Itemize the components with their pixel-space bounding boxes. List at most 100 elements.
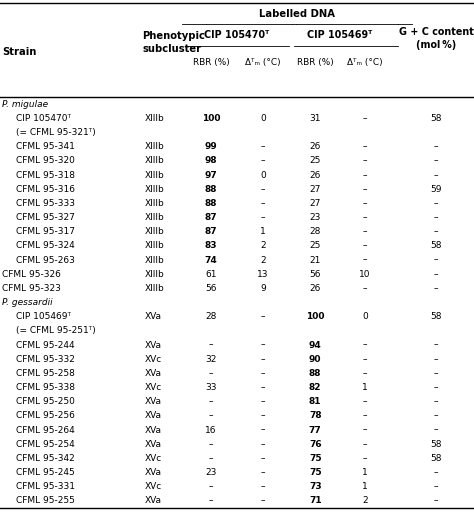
Text: 21: 21 bbox=[310, 255, 321, 265]
Text: –: – bbox=[434, 170, 438, 180]
Text: 2: 2 bbox=[362, 496, 368, 505]
Text: XIIIb: XIIIb bbox=[145, 227, 164, 237]
Text: 27: 27 bbox=[310, 185, 321, 194]
Text: 58: 58 bbox=[430, 242, 442, 250]
Text: –: – bbox=[434, 496, 438, 505]
Text: (= CFML 95-321ᵀ): (= CFML 95-321ᵀ) bbox=[16, 128, 95, 137]
Text: XIIIb: XIIIb bbox=[145, 284, 164, 293]
Text: Labelled DNA: Labelled DNA bbox=[259, 9, 336, 19]
Text: –: – bbox=[209, 496, 213, 505]
Text: CIP 105469ᵀ: CIP 105469ᵀ bbox=[308, 30, 373, 40]
Text: –: – bbox=[363, 185, 367, 194]
Text: –: – bbox=[363, 142, 367, 152]
Text: XVc: XVc bbox=[145, 383, 162, 392]
Text: –: – bbox=[434, 284, 438, 293]
Text: 1: 1 bbox=[362, 383, 368, 392]
Text: –: – bbox=[434, 157, 438, 165]
Text: 99: 99 bbox=[205, 142, 217, 152]
Text: –: – bbox=[209, 340, 213, 350]
Text: –: – bbox=[363, 369, 367, 378]
Text: –: – bbox=[261, 425, 265, 435]
Text: –: – bbox=[363, 227, 367, 237]
Text: –: – bbox=[363, 454, 367, 463]
Text: –: – bbox=[261, 355, 265, 364]
Text: CFML 95-332: CFML 95-332 bbox=[16, 355, 74, 364]
Text: –: – bbox=[363, 340, 367, 350]
Text: G + C content
(mol %): G + C content (mol %) bbox=[399, 27, 474, 50]
Text: 26: 26 bbox=[310, 170, 321, 180]
Text: 33: 33 bbox=[205, 383, 217, 392]
Text: CFML 95-324: CFML 95-324 bbox=[16, 242, 74, 250]
Text: CFML 95-256: CFML 95-256 bbox=[16, 411, 74, 420]
Text: 71: 71 bbox=[309, 496, 321, 505]
Text: –: – bbox=[261, 142, 265, 152]
Text: 78: 78 bbox=[309, 411, 321, 420]
Text: RBR (%): RBR (%) bbox=[192, 58, 229, 68]
Text: –: – bbox=[261, 369, 265, 378]
Text: 26: 26 bbox=[310, 284, 321, 293]
Text: XIIIb: XIIIb bbox=[145, 114, 164, 123]
Text: 76: 76 bbox=[309, 440, 321, 449]
Text: 16: 16 bbox=[205, 425, 217, 435]
Text: –: – bbox=[363, 255, 367, 265]
Text: 88: 88 bbox=[205, 199, 217, 208]
Text: XIIIb: XIIIb bbox=[145, 255, 164, 265]
Text: –: – bbox=[363, 425, 367, 435]
Text: CFML 95-263: CFML 95-263 bbox=[16, 255, 74, 265]
Text: 83: 83 bbox=[205, 242, 217, 250]
Text: 1: 1 bbox=[362, 468, 368, 477]
Text: –: – bbox=[261, 440, 265, 449]
Text: 10: 10 bbox=[359, 270, 371, 279]
Text: CIP 105469ᵀ: CIP 105469ᵀ bbox=[16, 312, 71, 321]
Text: –: – bbox=[434, 213, 438, 222]
Text: –: – bbox=[434, 411, 438, 420]
Text: 2: 2 bbox=[260, 255, 266, 265]
Text: 90: 90 bbox=[309, 355, 321, 364]
Text: –: – bbox=[209, 369, 213, 378]
Text: 23: 23 bbox=[205, 468, 217, 477]
Text: 25: 25 bbox=[310, 157, 321, 165]
Text: 26: 26 bbox=[310, 142, 321, 152]
Text: –: – bbox=[434, 255, 438, 265]
Text: CFML 95-338: CFML 95-338 bbox=[16, 383, 74, 392]
Text: XIIIb: XIIIb bbox=[145, 213, 164, 222]
Text: 75: 75 bbox=[309, 454, 321, 463]
Text: –: – bbox=[434, 227, 438, 237]
Text: XVc: XVc bbox=[145, 355, 162, 364]
Text: 9: 9 bbox=[260, 284, 266, 293]
Text: CFML 95-254: CFML 95-254 bbox=[16, 440, 74, 449]
Text: XIIIb: XIIIb bbox=[145, 185, 164, 194]
Text: XVa: XVa bbox=[145, 468, 162, 477]
Text: –: – bbox=[363, 114, 367, 123]
Text: –: – bbox=[209, 440, 213, 449]
Text: –: – bbox=[434, 142, 438, 152]
Text: –: – bbox=[363, 157, 367, 165]
Text: –: – bbox=[261, 397, 265, 406]
Text: 87: 87 bbox=[205, 213, 217, 222]
Text: 1: 1 bbox=[260, 227, 266, 237]
Text: –: – bbox=[363, 199, 367, 208]
Text: (= CFML 95-251ᵀ): (= CFML 95-251ᵀ) bbox=[16, 327, 95, 335]
Text: 75: 75 bbox=[309, 468, 321, 477]
Text: 58: 58 bbox=[430, 312, 442, 321]
Text: 73: 73 bbox=[309, 482, 321, 491]
Text: 28: 28 bbox=[310, 227, 321, 237]
Text: XVc: XVc bbox=[145, 454, 162, 463]
Text: –: – bbox=[261, 468, 265, 477]
Text: 94: 94 bbox=[309, 340, 321, 350]
Text: CFML 95-316: CFML 95-316 bbox=[16, 185, 74, 194]
Text: 31: 31 bbox=[310, 114, 321, 123]
Text: 1: 1 bbox=[362, 482, 368, 491]
Text: –: – bbox=[434, 468, 438, 477]
Text: XVa: XVa bbox=[145, 312, 162, 321]
Text: CFML 95-255: CFML 95-255 bbox=[16, 496, 74, 505]
Text: XVc: XVc bbox=[145, 482, 162, 491]
Text: –: – bbox=[261, 411, 265, 420]
Text: –: – bbox=[363, 411, 367, 420]
Text: XIIIb: XIIIb bbox=[145, 170, 164, 180]
Text: 98: 98 bbox=[205, 157, 217, 165]
Text: 28: 28 bbox=[205, 312, 217, 321]
Text: 88: 88 bbox=[205, 185, 217, 194]
Text: P. migulae: P. migulae bbox=[2, 100, 48, 109]
Text: CFML 95-264: CFML 95-264 bbox=[16, 425, 74, 435]
